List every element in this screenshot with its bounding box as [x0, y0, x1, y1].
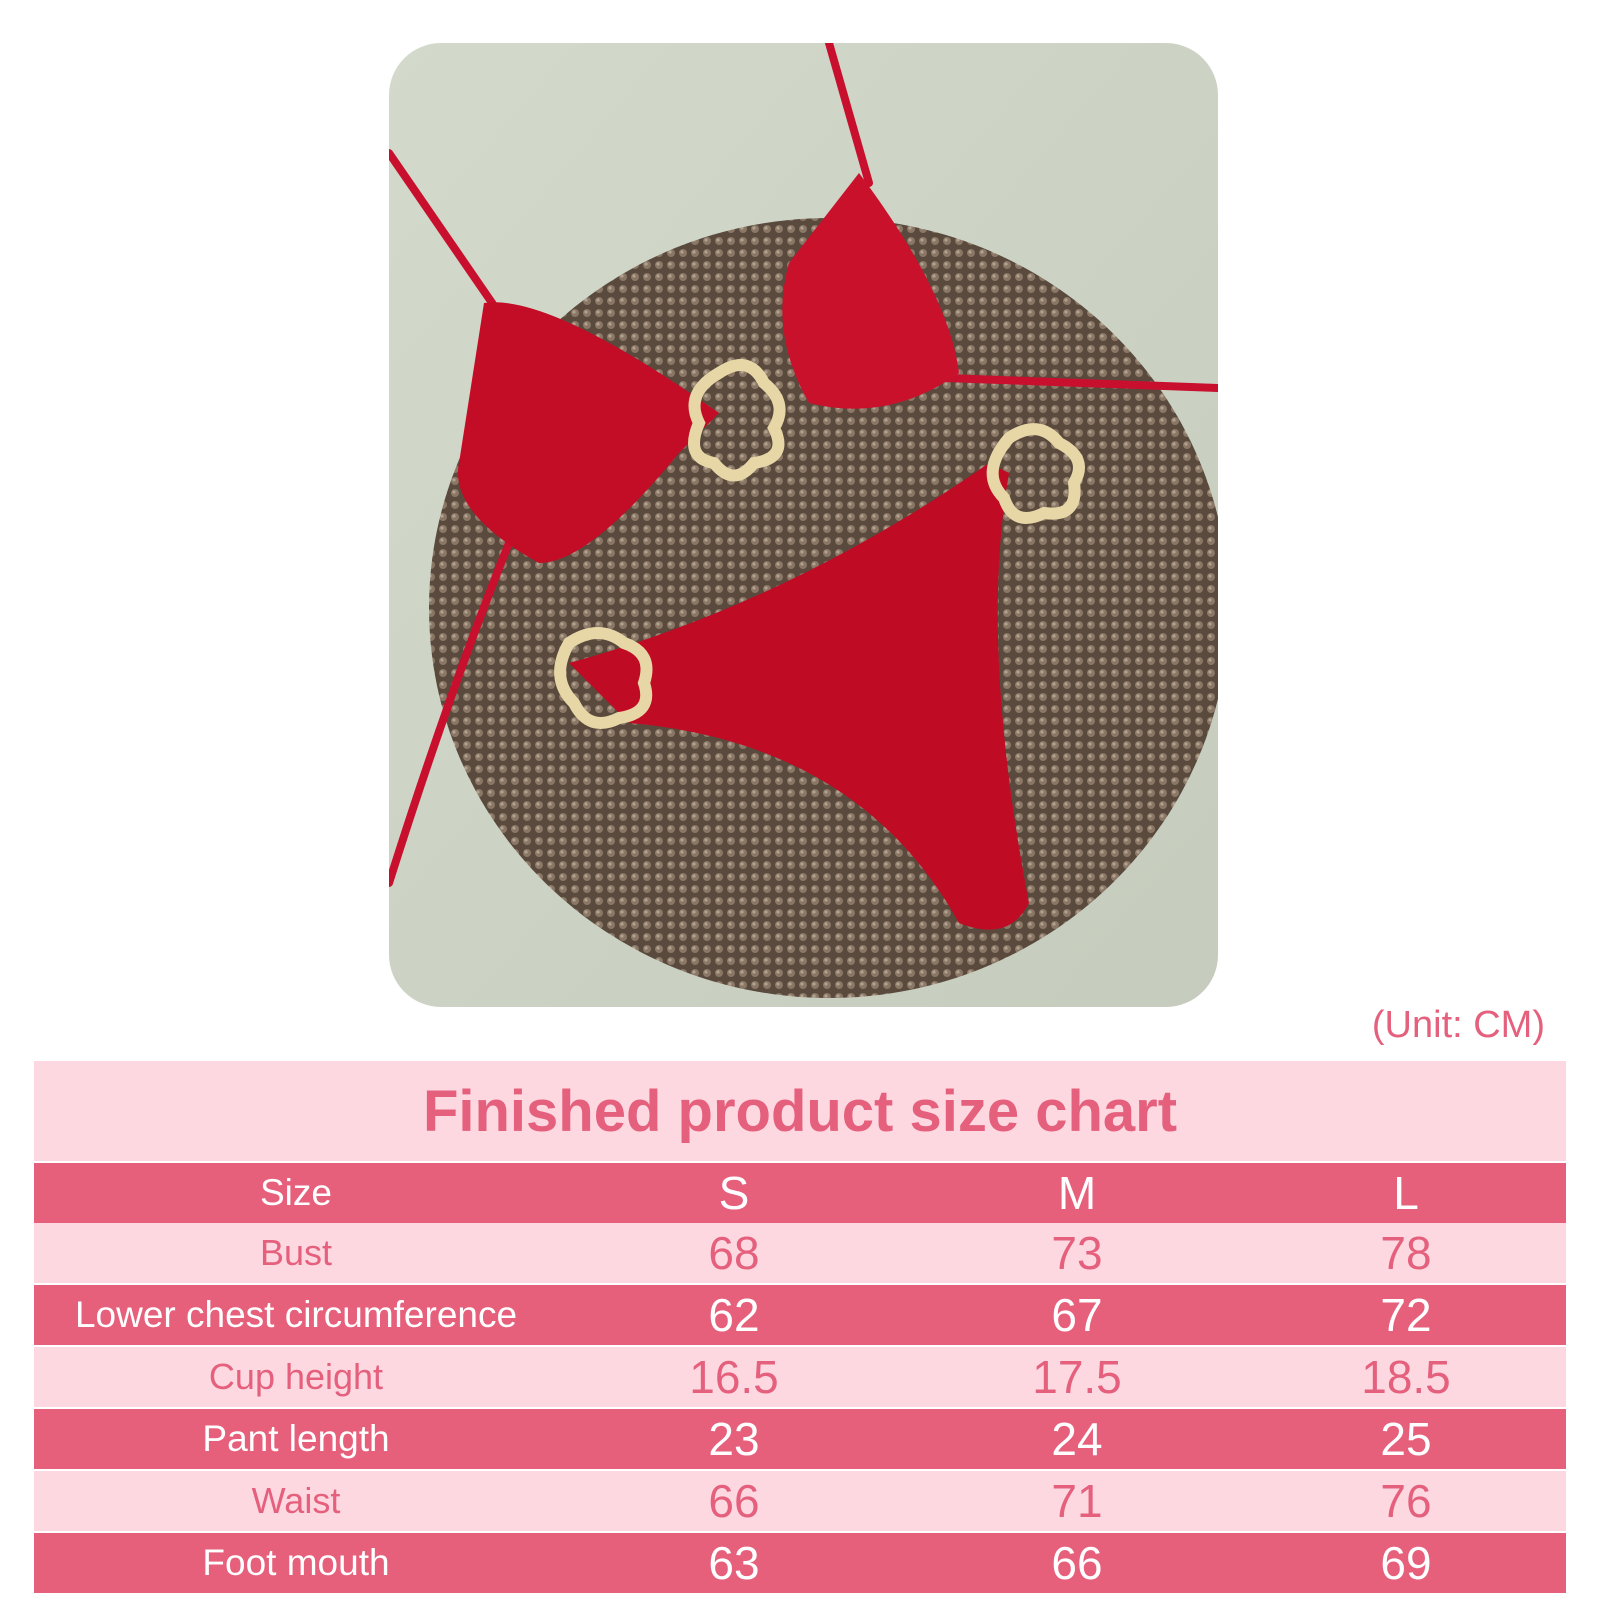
row-label: Lower chest circumference: [74, 1294, 518, 1335]
unit-label: (Unit: CM): [1371, 1004, 1545, 1046]
product-photo: [389, 43, 1218, 1007]
row-value: 69: [1380, 1537, 1432, 1589]
table-row: Bust 68 73 78: [34, 1223, 1566, 1283]
table-header-row: Size S M L: [34, 1161, 1566, 1223]
row-value: 76: [1380, 1475, 1432, 1527]
header-m: M: [1057, 1167, 1097, 1219]
row-value: 25: [1380, 1413, 1432, 1465]
row-value: 73: [1051, 1227, 1103, 1279]
row-value: 17.5: [1032, 1351, 1122, 1403]
row-value: 18.5: [1361, 1351, 1451, 1403]
row-value: 72: [1380, 1289, 1432, 1341]
row-value: 16.5: [689, 1351, 779, 1403]
header-size: Size: [260, 1172, 332, 1213]
table-row: Pant length 23 24 25: [34, 1407, 1566, 1469]
table-row: Cup height 16.5 17.5 18.5: [34, 1345, 1566, 1407]
size-chart-title: Finished product size chart: [34, 1061, 1566, 1161]
row-label: Bust: [259, 1232, 333, 1273]
row-value: 24: [1051, 1413, 1103, 1465]
header-s: S: [718, 1167, 750, 1219]
table-row: Lower chest circumference 62 67 72: [34, 1283, 1566, 1345]
row-value: 23: [708, 1413, 760, 1465]
row-value: 68: [708, 1227, 760, 1279]
row-label: Foot mouth: [202, 1542, 390, 1583]
row-value: 62: [708, 1289, 760, 1341]
row-value: 66: [1051, 1537, 1103, 1589]
row-label: Waist: [251, 1480, 341, 1521]
row-value: 63: [708, 1537, 760, 1589]
row-label: Cup height: [208, 1356, 384, 1397]
row-value: 71: [1051, 1475, 1103, 1527]
row-value: 66: [708, 1475, 760, 1527]
table-row: Waist 66 71 76: [34, 1469, 1566, 1531]
row-value: 67: [1051, 1289, 1103, 1341]
row-label: Pant length: [202, 1418, 390, 1459]
header-l: L: [1393, 1167, 1419, 1219]
table-row: Foot mouth 63 66 69: [34, 1531, 1566, 1593]
size-chart-table: Finished product size chart Size S M L B…: [34, 1061, 1566, 1593]
row-value: 78: [1380, 1227, 1432, 1279]
